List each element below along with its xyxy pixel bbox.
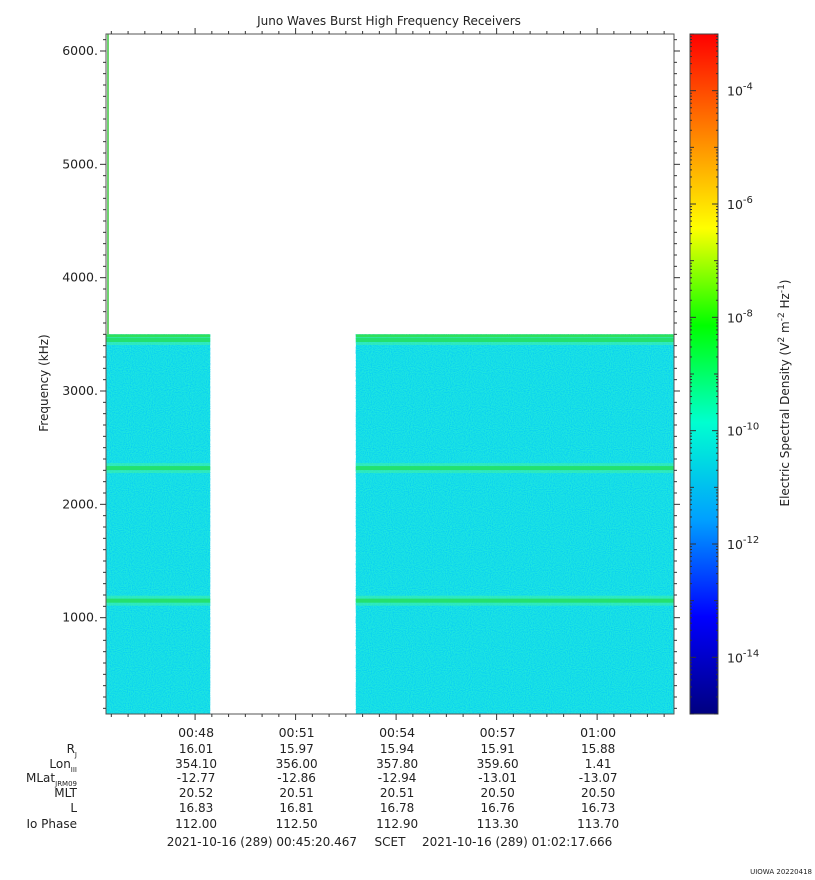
spectrogram-noise xyxy=(106,334,211,714)
ephemeris-table: RJ 16.01 15.97 15.94 15.91 15.88 LonIII 354.10 3… xyxy=(26,742,619,831)
x-tick-label: 00:57 xyxy=(480,725,516,740)
ephemeris-cell: -12.77 xyxy=(177,771,216,785)
x-tick-label: 01:00 xyxy=(580,725,616,740)
emission-band xyxy=(355,466,674,471)
y-tick-label: 4000. xyxy=(62,270,98,285)
colorbar-tick-label: 10-6 xyxy=(727,195,753,212)
ephemeris-cell: -12.86 xyxy=(277,771,316,785)
spectrogram-top-edge xyxy=(106,334,211,338)
colorbar-tick-label: 10-4 xyxy=(727,82,753,99)
ephemeris-cell: 20.51 xyxy=(380,786,414,800)
emission-band xyxy=(106,466,211,471)
ephemeris-cell: 20.51 xyxy=(279,786,313,800)
emission-band xyxy=(355,598,674,603)
y-axis: 1000. 2000. 3000. 4000. 5000. 6000. xyxy=(62,39,680,709)
ephemeris-cell: 113.70 xyxy=(577,817,619,831)
colorbar-label-sup: -2 xyxy=(777,312,787,321)
ephemeris-cell: 356.00 xyxy=(276,757,318,771)
ephemeris-cell: 112.00 xyxy=(175,817,217,831)
ephemeris-cell: 354.10 xyxy=(175,757,217,771)
plot-frame xyxy=(105,33,675,715)
ephemeris-row-label: L xyxy=(70,801,77,815)
plot-area xyxy=(105,33,675,715)
colorbar-label: Electric Spectral Density (V2 m-2 Hz-1) xyxy=(777,279,792,506)
ephemeris-cell: 16.81 xyxy=(279,801,313,815)
left-edge-artifact xyxy=(107,34,109,335)
spectrogram-block xyxy=(106,334,211,714)
ephemeris-row-label: MLatJRM09 xyxy=(26,771,77,788)
ephemeris-cell: 16.73 xyxy=(581,801,615,815)
colorbar-label-sup: -1 xyxy=(777,284,787,293)
ephemeris-cell: 16.83 xyxy=(179,801,213,815)
colorbar-tick-label: 10-12 xyxy=(727,535,759,552)
ephemeris-cell: 359.60 xyxy=(477,757,519,771)
ephemeris-cell: 16.76 xyxy=(480,801,514,815)
x-axis: 00:48 00:51 00:54 00:57 01:00 xyxy=(110,28,665,740)
ephemeris-cell: -13.07 xyxy=(579,771,618,785)
time-range-start: 2021-10-16 (289) 00:45:20.467 xyxy=(167,835,357,849)
colorbar: 10-4 10-6 10-8 10-10 10-12 10-14 xyxy=(689,33,759,715)
x-tick-label: 00:51 xyxy=(279,725,315,740)
ephemeris-cell: 20.50 xyxy=(581,786,615,800)
spectrogram-top-edge xyxy=(355,334,674,338)
x-tick-label: 00:54 xyxy=(379,725,415,740)
colorbar-label-part: Hz xyxy=(778,293,792,312)
y-axis-label: Frequency (kHz) xyxy=(37,334,51,431)
colorbar-tick-label: 10-8 xyxy=(727,308,753,325)
colorbar-label-part: ) xyxy=(778,279,792,284)
ephemeris-cell: 16.78 xyxy=(380,801,414,815)
spectrogram-block xyxy=(355,334,674,714)
chart-title: Juno Waves Burst High Frequency Receiver… xyxy=(256,14,521,28)
x-tick-label: 00:48 xyxy=(178,725,214,740)
ephemeris-cell: 15.97 xyxy=(279,742,313,756)
emission-band xyxy=(355,338,674,342)
colorbar-gradient xyxy=(690,34,718,714)
ephemeris-cell: -12.94 xyxy=(378,771,417,785)
colorbar-label-sup: 2 xyxy=(777,337,787,343)
y-tick-label: 6000. xyxy=(62,43,98,58)
y-tick-label: 2000. xyxy=(62,496,98,511)
colorbar-label-part: m xyxy=(778,321,792,337)
emission-band xyxy=(106,338,211,342)
ephemeris-cell: 15.94 xyxy=(380,742,414,756)
ephemeris-cell: 20.50 xyxy=(480,786,514,800)
ephemeris-row-label: RJ xyxy=(67,742,77,759)
ephemeris-cell: 1.41 xyxy=(585,757,612,771)
time-range-label: SCET xyxy=(375,835,407,849)
ephemeris-cell: 357.80 xyxy=(376,757,418,771)
y-tick-label: 3000. xyxy=(62,383,98,398)
ephemeris-cell: 113.30 xyxy=(477,817,519,831)
colorbar-tick-label: 10-10 xyxy=(727,422,759,439)
ephemeris-row-label: LonIII xyxy=(49,757,77,774)
ephemeris-row-label: MLT xyxy=(54,786,77,800)
ephemeris-cell: 15.91 xyxy=(480,742,514,756)
footer-stamp: UIOWA 20220418 xyxy=(750,868,812,876)
y-tick-label: 1000. xyxy=(62,610,98,625)
ephemeris-cell: 112.50 xyxy=(276,817,318,831)
colorbar-tick-label: 10-14 xyxy=(727,648,759,665)
time-range-end: 2021-10-16 (289) 01:02:17.666 xyxy=(422,835,612,849)
spectrogram-noise xyxy=(355,334,674,714)
ephemeris-cell: 20.52 xyxy=(179,786,213,800)
emission-band xyxy=(106,598,211,603)
ephemeris-row-label: Io Phase xyxy=(26,817,77,831)
ephemeris-cell: -13.01 xyxy=(478,771,517,785)
y-tick-label: 5000. xyxy=(62,156,98,171)
ephemeris-cell: 15.88 xyxy=(581,742,615,756)
colorbar-label-part: Electric Spectral Density (V xyxy=(778,342,792,507)
ephemeris-cell: 112.90 xyxy=(376,817,418,831)
ephemeris-cell: 16.01 xyxy=(179,742,213,756)
